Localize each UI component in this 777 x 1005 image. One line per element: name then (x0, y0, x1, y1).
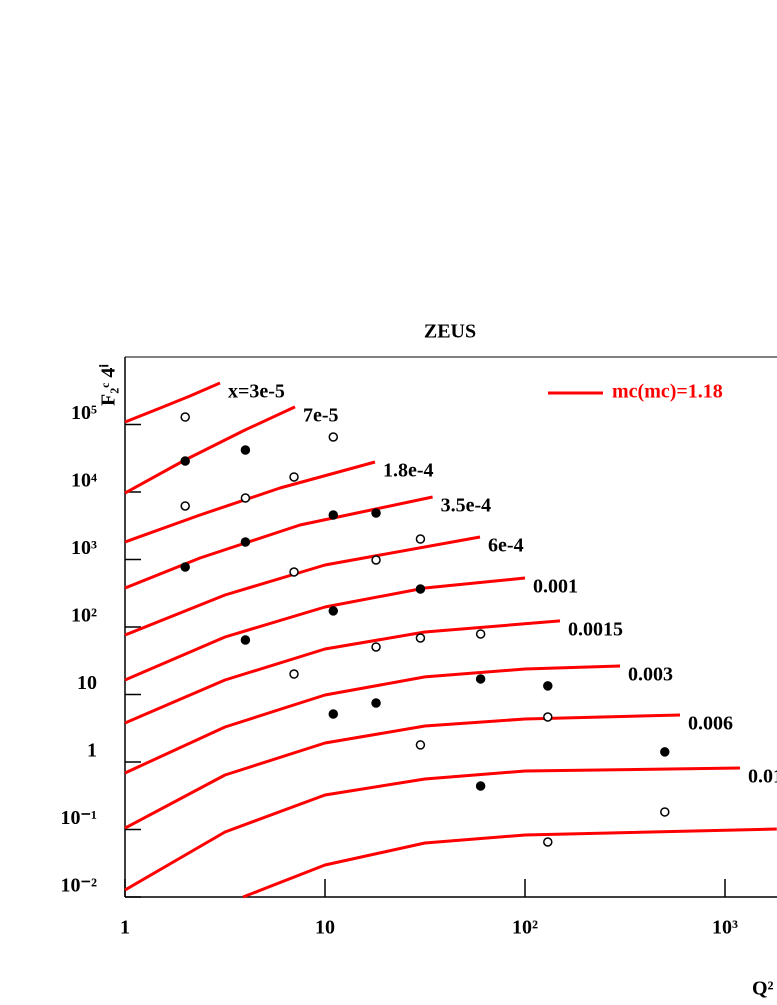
y-tick-label: 10² (71, 605, 97, 627)
y-tick-label: 10⁴ (71, 470, 97, 492)
curve-label: x=3e-5 (228, 381, 285, 403)
y-tick-label: 10 (77, 672, 97, 694)
curve (124, 535, 481, 637)
y-tick-label: 1 (87, 740, 97, 762)
curve (124, 766, 741, 892)
data-point (415, 740, 426, 750)
y-tick-label: 10⁻¹ (60, 807, 97, 829)
curve-label: 0.006 (688, 713, 733, 735)
x-tick-label: 10³ (712, 917, 738, 939)
data-point (328, 510, 339, 520)
data-point (180, 412, 190, 422)
curve (124, 495, 433, 590)
legend-label: mc(mc)=1.18 (612, 381, 723, 403)
curve-label: 7e-5 (303, 405, 339, 427)
curve-label: 0.001 (533, 576, 578, 598)
data-point (289, 567, 299, 577)
data-point (240, 635, 251, 645)
curve (124, 664, 621, 775)
data-point (180, 501, 190, 511)
data-point (415, 633, 426, 643)
data-point (371, 698, 381, 708)
curve (124, 619, 561, 725)
data-point (475, 629, 486, 639)
curve-label: 0.003 (628, 664, 673, 686)
data-point (543, 712, 553, 722)
data-point (371, 508, 381, 518)
data-point (328, 432, 339, 442)
data-point (371, 642, 381, 652)
y-tick-label: 10³ (71, 537, 97, 559)
curve (124, 460, 376, 544)
curve (242, 827, 777, 899)
curve (124, 405, 296, 495)
chart-title: ZEUS (424, 321, 476, 343)
data-point (543, 681, 553, 691)
data-point (240, 493, 251, 503)
data-point (543, 837, 553, 847)
curve-label: 6e-4 (488, 535, 524, 557)
curve (124, 381, 221, 424)
curve (124, 576, 526, 682)
data-point (371, 555, 381, 565)
curve-label: 0.013 (748, 766, 777, 788)
data-point (180, 456, 190, 466)
data-point (415, 534, 426, 544)
x-tick-label: 10 (315, 917, 335, 939)
data-point (660, 807, 670, 817)
curve-label: 1.8e-4 (383, 460, 434, 482)
data-point (289, 472, 299, 482)
data-point (240, 445, 251, 455)
data-point (289, 669, 299, 679)
x-tick-label: 1 (120, 917, 130, 939)
y-axis-label: F₂ᶜ 4ⁱ (98, 364, 120, 406)
data-point (475, 674, 486, 684)
data-point (415, 584, 426, 594)
data-point (475, 781, 486, 791)
curve-label: 0.0015 (568, 619, 623, 641)
data-point (328, 606, 339, 616)
x-tick-label: 10² (512, 917, 538, 939)
data-point (180, 562, 190, 572)
data-point (328, 709, 339, 719)
y-tick-label: 10⁵ (71, 402, 97, 424)
curve (124, 713, 681, 830)
curve-label: 3.5e-4 (441, 495, 492, 517)
y-tick-label: 10⁻² (60, 875, 97, 897)
data-point (660, 747, 670, 757)
data-point (240, 537, 251, 547)
x-axis-label: Q² (752, 978, 774, 1000)
